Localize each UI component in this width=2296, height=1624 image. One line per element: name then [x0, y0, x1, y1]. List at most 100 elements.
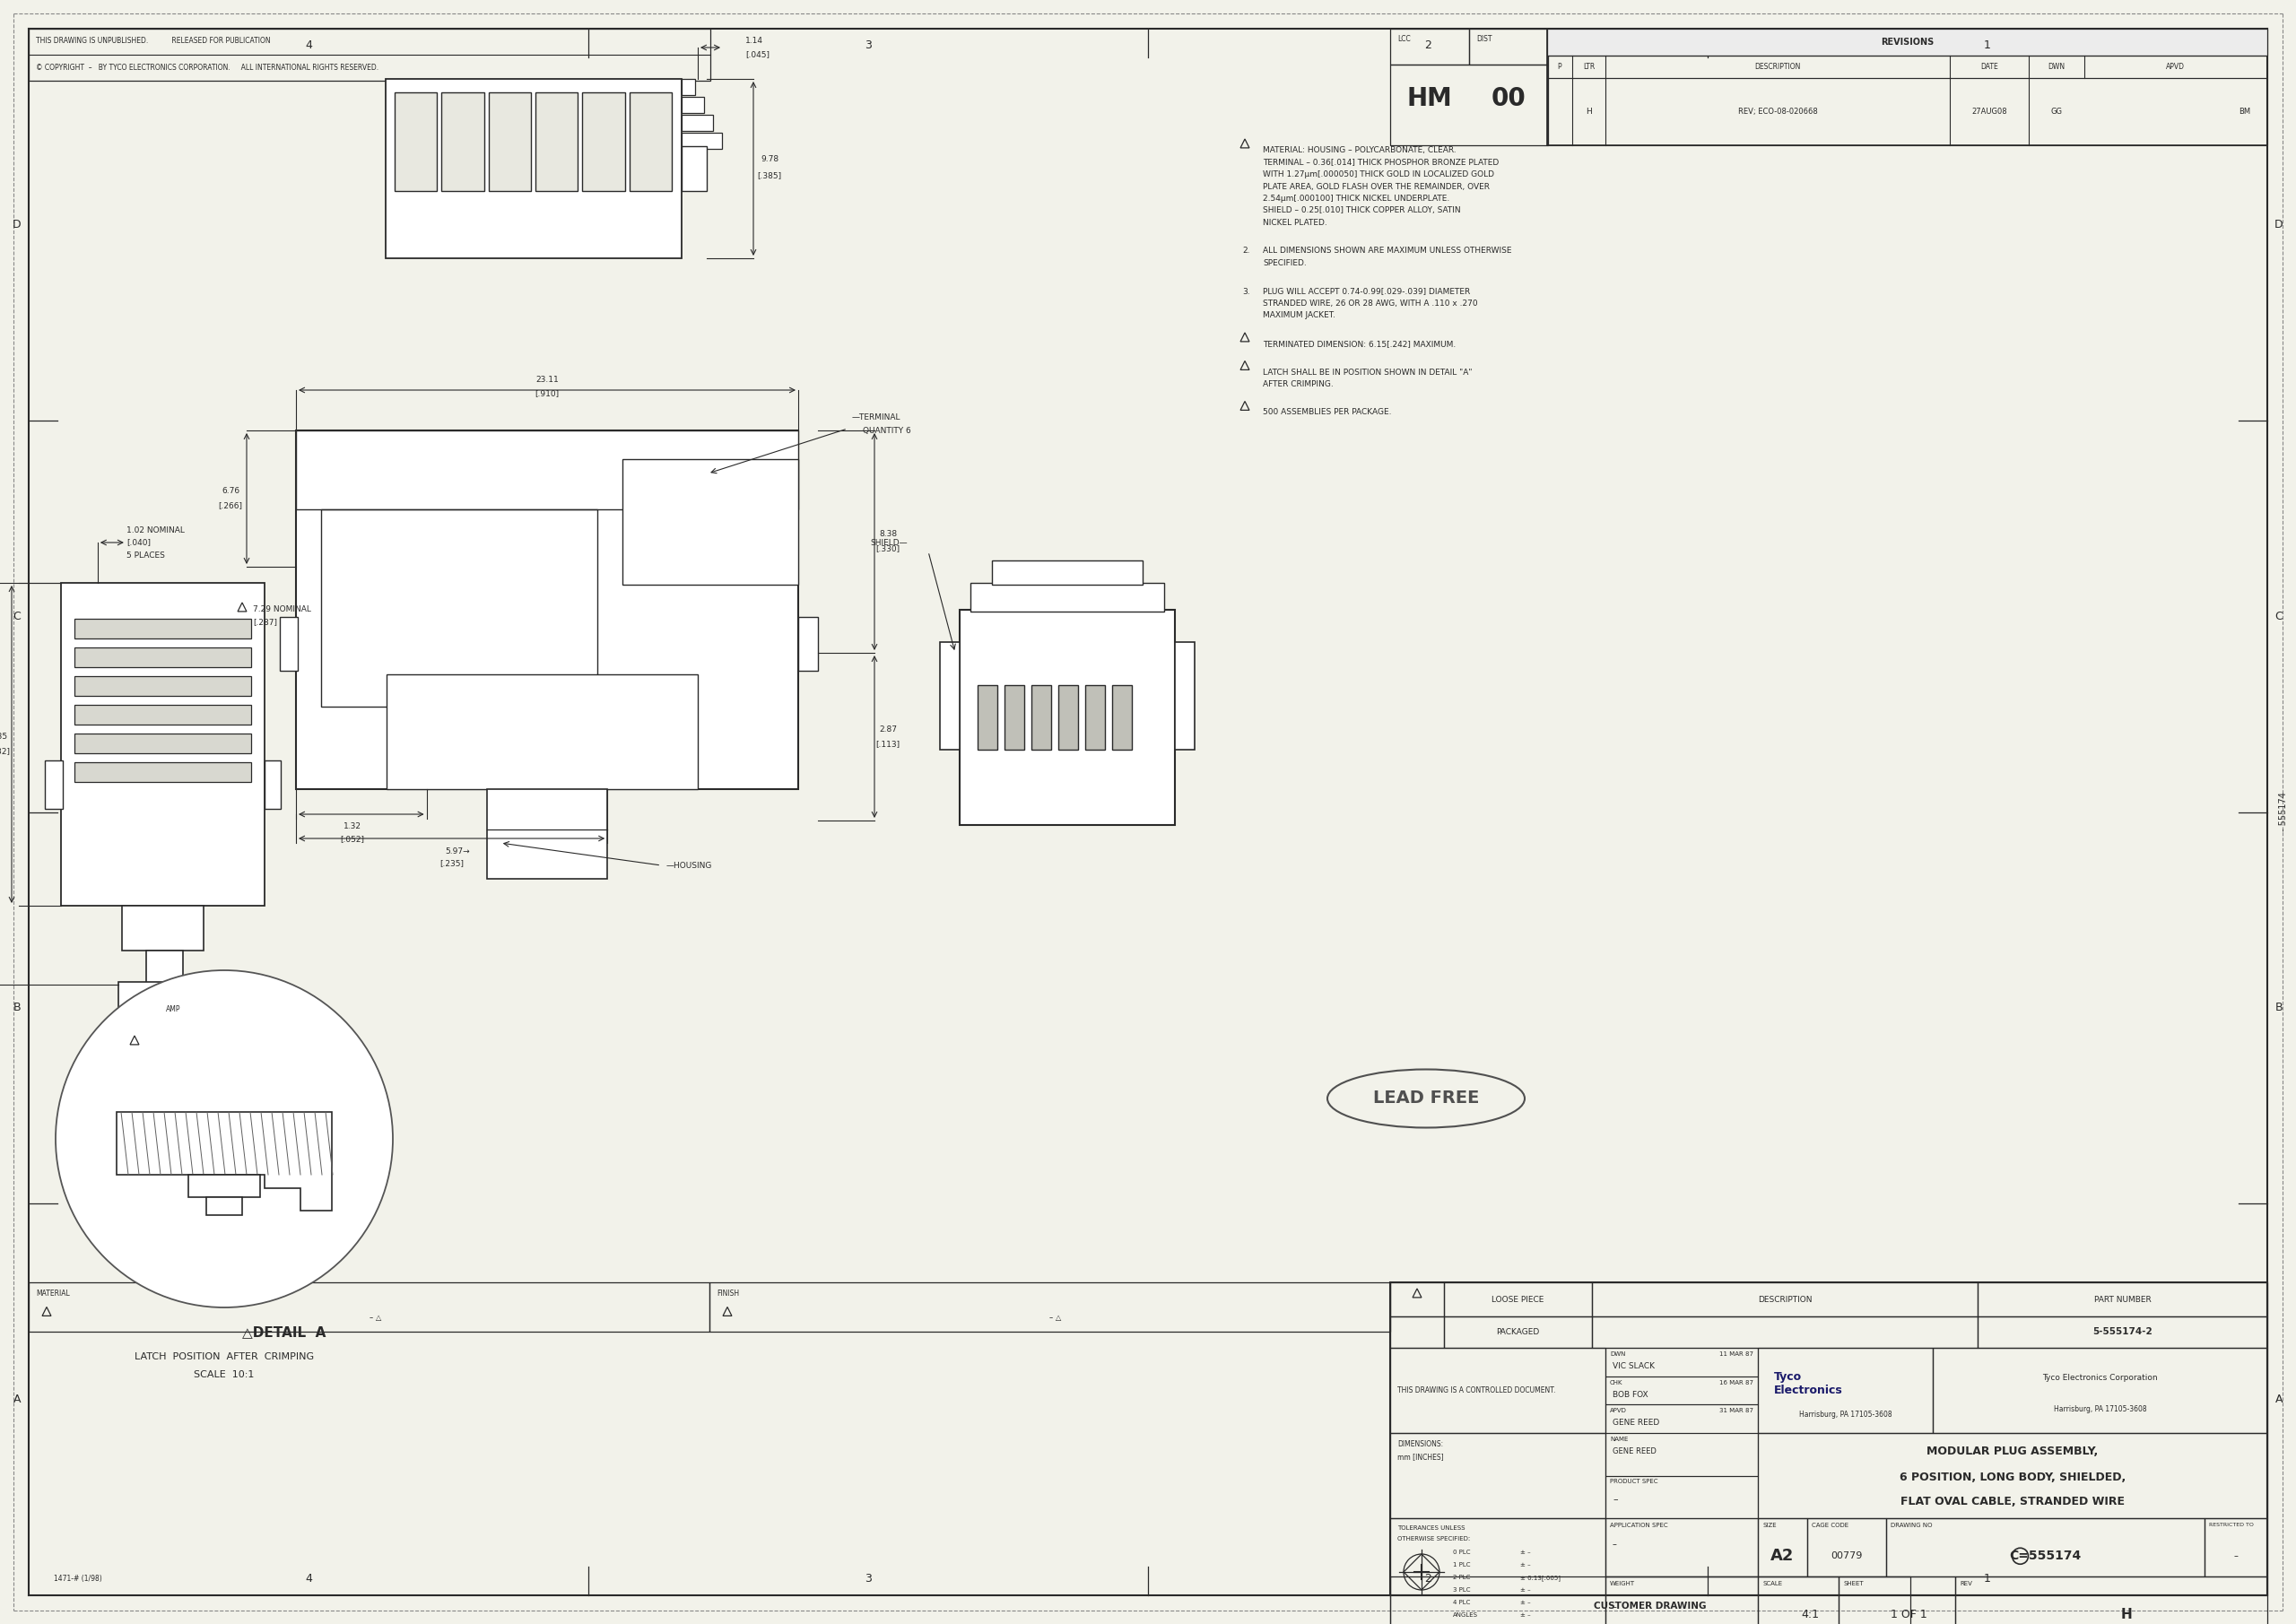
Text: ± –: ± – — [1520, 1613, 1531, 1618]
Text: THIS DRAWING IS UNPUBLISHED.           RELEASED FOR PUBLICATION: THIS DRAWING IS UNPUBLISHED. RELEASED FO… — [37, 37, 271, 45]
Text: TERMINAL – 0.36[.014] THICK PHOSPHOR BRONZE PLATED: TERMINAL – 0.36[.014] THICK PHOSPHOR BRO… — [1263, 158, 1499, 166]
Bar — [395, 93, 436, 192]
Text: 1 PLC: 1 PLC — [1453, 1562, 1469, 1567]
Text: LATCH  POSITION  AFTER  CRIMPING: LATCH POSITION AFTER CRIMPING — [135, 1353, 315, 1361]
Bar — [321, 510, 597, 706]
Bar — [583, 93, 625, 192]
Bar — [62, 583, 264, 906]
Text: 27AUG08: 27AUG08 — [1972, 107, 2007, 115]
Bar — [188, 1174, 259, 1197]
Bar — [939, 641, 960, 750]
Text: 00779: 00779 — [1830, 1551, 1862, 1561]
Bar — [799, 617, 817, 671]
Text: A2: A2 — [1770, 1548, 1795, 1564]
Bar — [971, 583, 1164, 612]
Text: 4: 4 — [305, 39, 312, 50]
Bar — [296, 430, 799, 789]
Bar — [1389, 1348, 1605, 1432]
Bar — [1759, 1518, 1807, 1577]
Polygon shape — [117, 1112, 333, 1210]
Text: A: A — [2275, 1393, 2282, 1405]
Text: CHK: CHK — [1609, 1380, 1623, 1385]
Text: PACKAGED: PACKAGED — [1497, 1328, 1541, 1337]
Bar — [1389, 1518, 1605, 1624]
Bar — [1389, 1432, 1605, 1518]
Text: DESCRIPTION: DESCRIPTION — [1759, 1296, 1812, 1304]
Text: MATERIAL: MATERIAL — [37, 1289, 69, 1298]
Text: FLAT OVAL CABLE, STRANDED WIRE: FLAT OVAL CABLE, STRANDED WIRE — [1901, 1496, 2124, 1507]
Text: 5 PLACES: 5 PLACES — [126, 551, 165, 559]
Bar — [1548, 29, 2268, 55]
Text: FINISH: FINISH — [716, 1289, 739, 1298]
Bar — [1444, 1283, 1591, 1317]
Text: 1.32: 1.32 — [344, 823, 360, 831]
Text: BOB FOX: BOB FOX — [1612, 1390, 1649, 1398]
Text: C: C — [14, 611, 21, 622]
Text: 3.35: 3.35 — [0, 732, 7, 741]
Text: BM: BM — [2239, 107, 2250, 115]
Text: SIZE: SIZE — [1763, 1523, 1777, 1528]
Text: SCALE: SCALE — [1763, 1580, 1782, 1587]
Text: AFTER CRIMPING.: AFTER CRIMPING. — [1263, 380, 1334, 388]
Bar — [992, 560, 1143, 585]
Bar — [682, 146, 707, 192]
Text: © COPYRIGHT  –   BY TYCO ELECTRONICS CORPORATION.     ALL INTERNATIONAL RIGHTS R: © COPYRIGHT – BY TYCO ELECTRONICS CORPOR… — [37, 63, 379, 71]
Text: H: H — [1587, 107, 1591, 115]
Bar — [46, 760, 62, 809]
Bar — [1176, 641, 1194, 750]
Text: [.113]: [.113] — [875, 741, 900, 749]
Text: –: – — [1612, 1496, 1619, 1504]
Text: 3: 3 — [866, 39, 872, 50]
Text: REV; ECO-08-020668: REV; ECO-08-020668 — [1738, 107, 1818, 115]
Text: SHIELD—: SHIELD— — [870, 539, 907, 547]
Text: ± –: ± – — [1520, 1587, 1531, 1593]
Bar — [1444, 1317, 1591, 1348]
Text: 1.02 NOMINAL: 1.02 NOMINAL — [126, 526, 184, 534]
Bar — [1605, 1518, 1759, 1577]
Text: GENE REED: GENE REED — [1612, 1447, 1655, 1455]
Text: OTHERWISE SPECIFIED:: OTHERWISE SPECIFIED: — [1398, 1536, 1469, 1541]
Text: DESCRIPTION: DESCRIPTION — [1754, 63, 1800, 71]
Text: – △: – △ — [1049, 1314, 1061, 1322]
Text: 7.29 NOMINAL: 7.29 NOMINAL — [253, 606, 310, 614]
Bar — [1389, 1317, 1444, 1348]
Text: –: – — [1612, 1540, 1616, 1548]
Bar — [73, 676, 250, 695]
Text: CUSTOMER DRAWING: CUSTOMER DRAWING — [1593, 1601, 1706, 1609]
Text: ANGLES: ANGLES — [1453, 1613, 1479, 1618]
Bar — [1006, 685, 1024, 750]
Bar — [1605, 1405, 1759, 1432]
Bar — [1469, 29, 1548, 65]
Text: [.045]: [.045] — [746, 50, 769, 58]
Text: 16 MAR 87: 16 MAR 87 — [1720, 1380, 1754, 1385]
Bar — [629, 93, 673, 192]
Text: 4:1: 4:1 — [1802, 1608, 1818, 1621]
Text: 00: 00 — [1490, 86, 1527, 110]
Text: VIC SLACK: VIC SLACK — [1612, 1363, 1655, 1371]
Text: RESTRICTED TO: RESTRICTED TO — [2209, 1523, 2255, 1527]
Text: C: C — [2275, 611, 2282, 622]
Bar — [1548, 78, 2268, 145]
Text: D: D — [14, 219, 21, 231]
Text: NAME: NAME — [1609, 1437, 1628, 1442]
Text: 8.38: 8.38 — [879, 531, 898, 539]
Text: [.052]: [.052] — [340, 835, 365, 843]
Text: ± –: ± – — [1520, 1549, 1531, 1554]
Text: 1: 1 — [1984, 1574, 1991, 1585]
Bar — [1031, 685, 1052, 750]
Text: LOOSE PIECE: LOOSE PIECE — [1492, 1296, 1545, 1304]
Text: WEIGHT: WEIGHT — [1609, 1580, 1635, 1587]
Text: SCALE  10:1: SCALE 10:1 — [193, 1371, 255, 1379]
Text: 11 MAR 87: 11 MAR 87 — [1720, 1351, 1754, 1356]
Text: CAGE CODE: CAGE CODE — [1812, 1523, 1848, 1528]
Text: B: B — [14, 1002, 21, 1013]
Text: DIMENSIONS:: DIMENSIONS: — [1398, 1440, 1444, 1449]
Text: WITH 1.27μm[.000050] THICK GOLD IN LOCALIZED GOLD: WITH 1.27μm[.000050] THICK GOLD IN LOCAL… — [1263, 171, 1495, 179]
Text: Harrisburg, PA 17105-3608: Harrisburg, PA 17105-3608 — [1798, 1410, 1892, 1418]
Bar — [1086, 685, 1104, 750]
Text: 0 PLC: 0 PLC — [1453, 1549, 1469, 1554]
Bar — [1933, 1348, 2268, 1432]
Text: DIST: DIST — [1476, 36, 1492, 44]
Bar — [682, 80, 696, 96]
Bar — [441, 93, 484, 192]
